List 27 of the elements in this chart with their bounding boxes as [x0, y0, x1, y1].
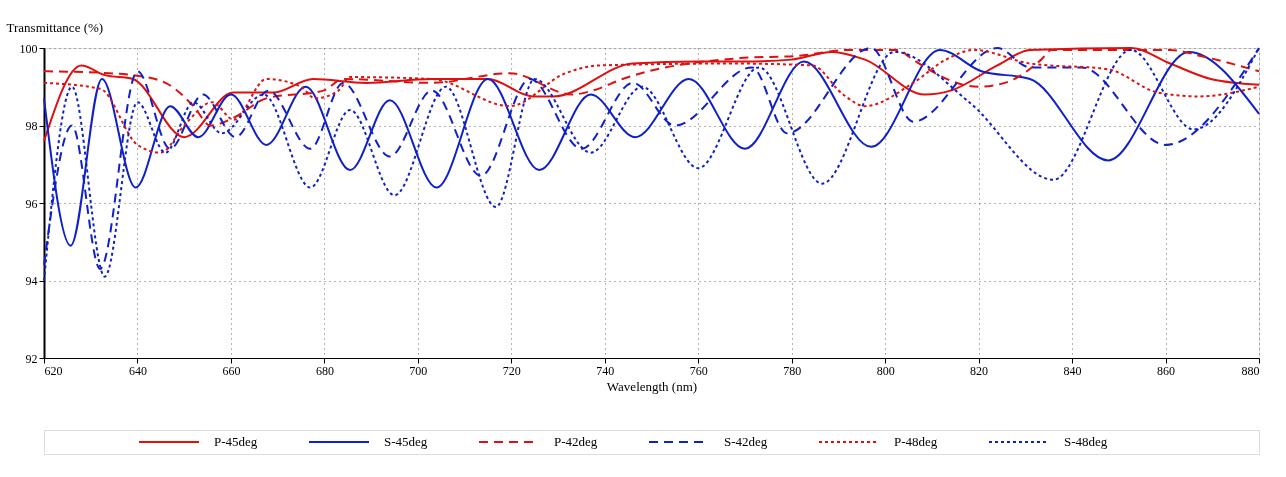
x-tick-label: 780 — [783, 363, 802, 378]
y-tick-label: 100 — [19, 41, 38, 56]
x-tick-label: 860 — [1157, 363, 1176, 378]
legend-label: P-45deg — [214, 434, 258, 449]
legend-label: S-48deg — [1064, 434, 1108, 449]
x-tick-label: 720 — [502, 363, 521, 378]
x-tick-label: 700 — [409, 363, 428, 378]
x-tick-label: 620 — [44, 363, 63, 378]
y-axis-title: Transmittance (%) — [6, 19, 104, 35]
x-tick-label: 800 — [876, 363, 895, 378]
y-tick-label: 96 — [25, 196, 38, 211]
y-tick-label: 94 — [25, 274, 38, 288]
x-tick-label: 740 — [596, 363, 615, 378]
x-tick-label: 820 — [970, 363, 989, 378]
x-tick-label: 760 — [689, 363, 708, 378]
x-tick-label: 880 — [1241, 363, 1260, 378]
y-tick-label: 92 — [25, 351, 38, 366]
x-tick-label: 840 — [1063, 363, 1082, 378]
legend-label: P-42deg — [554, 434, 598, 449]
x-tick-label: 660 — [222, 363, 241, 378]
legend-label: S-45deg — [384, 434, 428, 449]
legend-label: S-42deg — [724, 434, 768, 449]
legend-label: P-48deg — [894, 434, 938, 449]
y-tick-label: 98 — [25, 119, 38, 133]
x-tick-label: 680 — [315, 363, 334, 378]
x-tick-label: 640 — [128, 363, 147, 378]
x-axis-title: Wavelength (nm) — [606, 378, 698, 394]
